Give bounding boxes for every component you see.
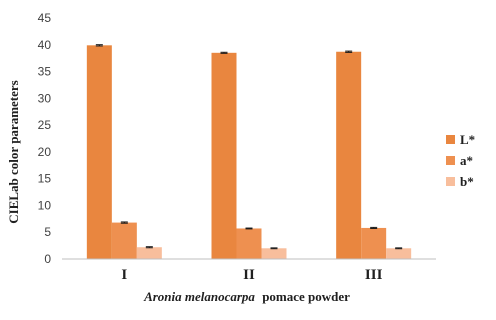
y-tick-label: 10 [38, 198, 52, 212]
y-axis-ticks: 0 5 10 15 20 25 30 35 40 45 [38, 11, 52, 266]
legend-swatch [446, 156, 455, 165]
legend-swatch [446, 135, 455, 144]
bar-2-III [361, 227, 387, 259]
bar-1-II [211, 52, 237, 259]
x-axis-title-rest: pomace powder [262, 289, 350, 304]
x-category-label: I [121, 267, 127, 283]
y-tick-label: 40 [38, 38, 52, 52]
x-axis-categories: I II III [121, 267, 382, 283]
x-category-label: II [243, 267, 255, 283]
bars [86, 45, 412, 260]
y-tick-label: 20 [38, 145, 52, 159]
x-category-label: III [365, 267, 383, 283]
legend-swatch [446, 177, 455, 186]
legend-label: L* [460, 132, 475, 147]
y-tick-label: 35 [38, 65, 52, 79]
bar-3-I [136, 247, 162, 259]
y-tick-label: 5 [44, 225, 51, 239]
x-axis-title: Aronia melanocarpa pomace powder [143, 289, 350, 304]
bar-1-III [336, 51, 362, 259]
bar-3-II [261, 248, 287, 259]
y-tick-label: 25 [38, 118, 52, 132]
bar-2-II [236, 228, 262, 259]
x-axis-title-italic: Aronia melanocarpa [143, 289, 255, 304]
y-axis-title: CIELab color parameters [6, 80, 21, 223]
y-tick-label: 0 [44, 252, 51, 266]
legend-label: b* [460, 174, 474, 189]
legend: L* a* b* [446, 132, 475, 189]
legend-label: a* [460, 153, 473, 168]
bar-3-III [386, 248, 412, 259]
bar-2-I [111, 222, 137, 259]
y-tick-label: 45 [38, 11, 52, 25]
error-bars [95, 44, 403, 250]
bar-1-I [86, 45, 112, 260]
y-tick-label: 15 [38, 172, 52, 186]
y-tick-label: 30 [38, 91, 52, 105]
